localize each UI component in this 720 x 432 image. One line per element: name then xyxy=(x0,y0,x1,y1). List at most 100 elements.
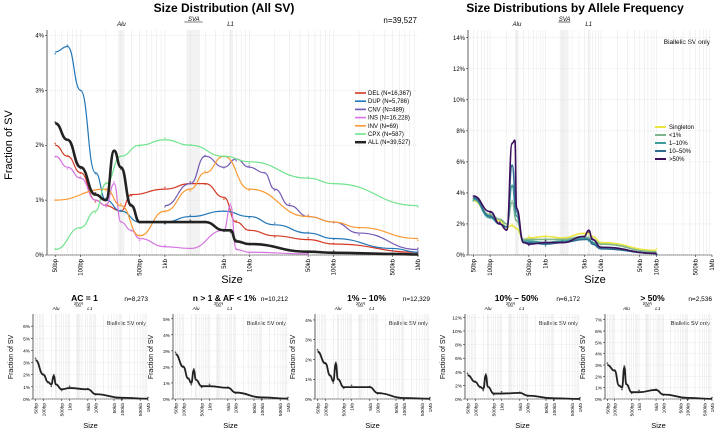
x-tick-label: 10kb xyxy=(94,403,100,414)
x-tick-label: 100kb xyxy=(260,403,266,416)
y-tick-label: 1% xyxy=(163,381,171,387)
main-chart-n: n=39,527 xyxy=(383,16,417,25)
data-point xyxy=(623,365,626,367)
main-chart-title: Size Distribution (All SV) xyxy=(154,1,295,15)
x-tick-label: 100kb xyxy=(332,258,338,275)
x-tick-label: 100bp xyxy=(323,403,329,417)
data-point xyxy=(190,383,193,386)
y-tick-label: 0% xyxy=(163,397,171,403)
y-tick-label: 0% xyxy=(455,397,463,403)
x-tick-label: 1kb xyxy=(208,403,214,411)
data-point xyxy=(350,384,353,387)
main-chart-ylabel: Fraction of SV xyxy=(3,109,15,179)
main-panel: 0% 1% 2% 3% 4% 50bp 100bp 500bp 1kb 5kb 10kb 50kb 10… xyxy=(35,17,422,276)
series-line xyxy=(35,359,149,400)
data-point xyxy=(466,372,469,375)
data-point xyxy=(417,239,419,242)
data-point xyxy=(273,222,276,224)
data-point xyxy=(79,176,82,178)
y-tick-label: 6% xyxy=(595,329,603,335)
small-panel-1: 0% 1% 2% 3% 4% 5% 6% 50bp 100bp 500bp 1kb 5kb 10kb 50… xyxy=(23,301,152,416)
y-tick-label: 3% xyxy=(35,88,44,94)
data-point xyxy=(105,181,107,184)
y-tick-label: 4% xyxy=(595,352,603,358)
x-tick-label: 1kb xyxy=(544,258,550,268)
small-panel-n: n=8,273 xyxy=(124,296,148,303)
data-point xyxy=(307,176,310,178)
repeat-band xyxy=(508,314,513,399)
data-point xyxy=(120,398,123,401)
data-point xyxy=(332,382,335,384)
series-line xyxy=(54,121,419,256)
y-tick-label: 2% xyxy=(455,383,463,389)
data-point xyxy=(527,235,530,238)
y-tick-label: 5% xyxy=(595,340,603,346)
y-tick-label: 0% xyxy=(35,253,44,259)
x-tick-label: 50kb xyxy=(678,403,684,414)
data-point xyxy=(54,52,57,55)
data-point xyxy=(484,373,487,375)
l1-label: L1 xyxy=(585,22,592,28)
data-point xyxy=(189,219,192,222)
data-point xyxy=(130,194,133,197)
data-point xyxy=(105,205,107,208)
data-point xyxy=(248,162,251,165)
data-point xyxy=(307,213,310,216)
small-panel-5: 0% 1% 2% 3% 4% 5% 6% 7% 50bp 100bp 500bp 1kb 5kb 10kb… xyxy=(595,301,716,416)
x-tick-label: 500kb xyxy=(693,258,699,275)
x-tick-label: 100bp xyxy=(613,403,619,417)
l1-label: L1 xyxy=(519,306,525,312)
small-panel-note: Biallelic SV only xyxy=(671,321,710,327)
legend-label: INV (N=69) xyxy=(368,124,398,130)
data-point xyxy=(50,385,53,388)
small-panel-xlabel: Size xyxy=(651,421,666,430)
y-tick-label: 8% xyxy=(456,129,465,135)
data-point xyxy=(204,170,207,173)
data-point xyxy=(248,189,251,192)
main-chart-xlabel: Size xyxy=(221,274,242,286)
y-tick-label: 2% xyxy=(163,365,171,371)
x-tick-label: 100kb xyxy=(402,403,408,416)
x-tick-label: 10kb xyxy=(376,403,382,414)
x-tick-label: 10kb xyxy=(599,258,605,272)
x-tick-label: 50bp xyxy=(34,403,40,414)
y-tick-label: 6% xyxy=(456,160,465,166)
data-point xyxy=(334,361,337,364)
x-tick-label: 50bp xyxy=(466,403,472,414)
small-panel-ylabel: Fraction of SV xyxy=(580,334,587,379)
x-tick-label: 500kb xyxy=(138,403,144,416)
y-tick-label: 3% xyxy=(23,361,31,367)
legend-label: CPX (N=587) xyxy=(368,132,404,138)
repeat-band xyxy=(514,30,519,255)
small-panel-title: > 50% xyxy=(640,293,665,303)
small-panel-n: n=2,536 xyxy=(688,296,712,303)
sva-label: SVA xyxy=(74,301,83,307)
legend-label: DEL (N=16,367) xyxy=(368,91,411,97)
legend-label: CNV (N=489) xyxy=(368,107,404,113)
small-panel-title: 1% – 10% xyxy=(347,293,386,303)
x-tick-label: 10kb xyxy=(234,403,240,414)
data-point xyxy=(316,348,319,351)
x-tick-label: 1kb xyxy=(163,258,169,268)
small-panel-n: n=12,329 xyxy=(403,296,431,303)
legend-label: <1% xyxy=(669,133,682,139)
small-panel-note: Biallelic SV only xyxy=(539,321,578,327)
data-point xyxy=(307,236,310,239)
l1-label: L1 xyxy=(227,22,234,28)
x-tick-label: 50bp xyxy=(471,258,477,272)
x-tick-label: 1Mb xyxy=(578,403,584,413)
small-panel-title: 10% – 50% xyxy=(495,293,539,303)
x-tick-label: 500bp xyxy=(60,403,66,417)
data-point xyxy=(235,159,238,162)
x-tick-label: 1Mb xyxy=(416,258,422,270)
series-line xyxy=(55,155,419,240)
data-point xyxy=(417,250,419,252)
data-point xyxy=(94,211,97,214)
data-point xyxy=(66,168,69,170)
x-tick-label: 100bp xyxy=(473,403,479,417)
y-tick-label: 12% xyxy=(452,315,462,321)
data-point xyxy=(164,244,166,247)
y-tick-label: 2% xyxy=(456,222,465,228)
freq-legend: Singleton <1% 1–10% 10–50% >50% xyxy=(655,125,694,163)
